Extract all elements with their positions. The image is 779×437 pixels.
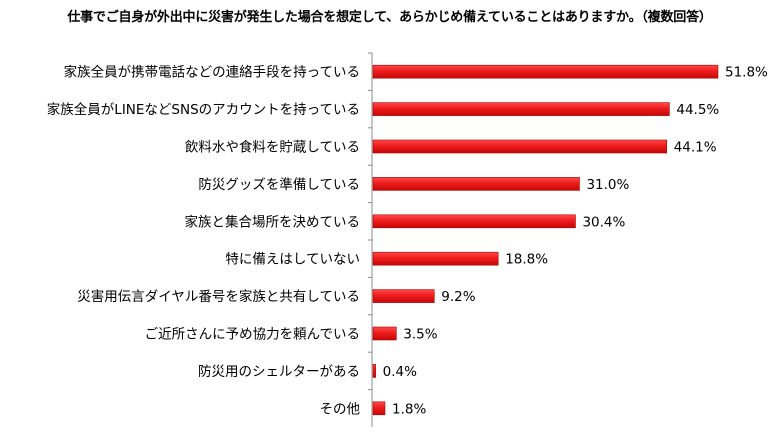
bar xyxy=(372,64,719,79)
category-label: 特に備えはしていない xyxy=(225,252,360,268)
chart-title: 仕事でご自身が外出中に災害が発生した場合を想定して、あらかじめ備えていることはあ… xyxy=(67,10,712,25)
data-label: 1.8% xyxy=(392,401,426,417)
data-label: 51.8% xyxy=(725,65,768,81)
category-label: 家族と集合場所を決めている xyxy=(185,213,361,230)
bar xyxy=(372,139,668,154)
data-label: 44.5% xyxy=(676,102,719,118)
data-label: 30.4% xyxy=(582,214,625,230)
bar xyxy=(372,364,376,378)
data-label: 18.8% xyxy=(505,252,548,268)
bar xyxy=(372,251,499,266)
bar xyxy=(372,289,435,303)
bar xyxy=(372,401,386,416)
data-label: 31.0% xyxy=(586,177,629,193)
bar xyxy=(372,214,576,229)
data-label: 44.1% xyxy=(674,140,717,156)
category-label: 防災用のシェルターがある xyxy=(198,364,360,380)
category-label: 家族全員が携帯電話などの連絡手段を持っている xyxy=(64,64,360,81)
category-label: その他 xyxy=(320,401,361,417)
data-label: 3.5% xyxy=(403,327,437,343)
category-label: 防災グッズを準備している xyxy=(198,177,360,193)
category-label: ご近所さんに予め協力を頼んでいる xyxy=(145,327,360,343)
category-label: 災害用伝言ダイヤル番号を家族と共有している xyxy=(77,288,360,305)
bar xyxy=(372,102,670,116)
data-label: 9.2% xyxy=(441,289,475,305)
category-label: 飲料水や食料を貯蔵している xyxy=(185,139,360,156)
bar xyxy=(372,177,580,191)
bar xyxy=(372,326,397,341)
data-label: 0.4% xyxy=(383,364,417,380)
category-label: 家族全員がLINEなどSNSのアカウントを持っている xyxy=(47,101,360,118)
